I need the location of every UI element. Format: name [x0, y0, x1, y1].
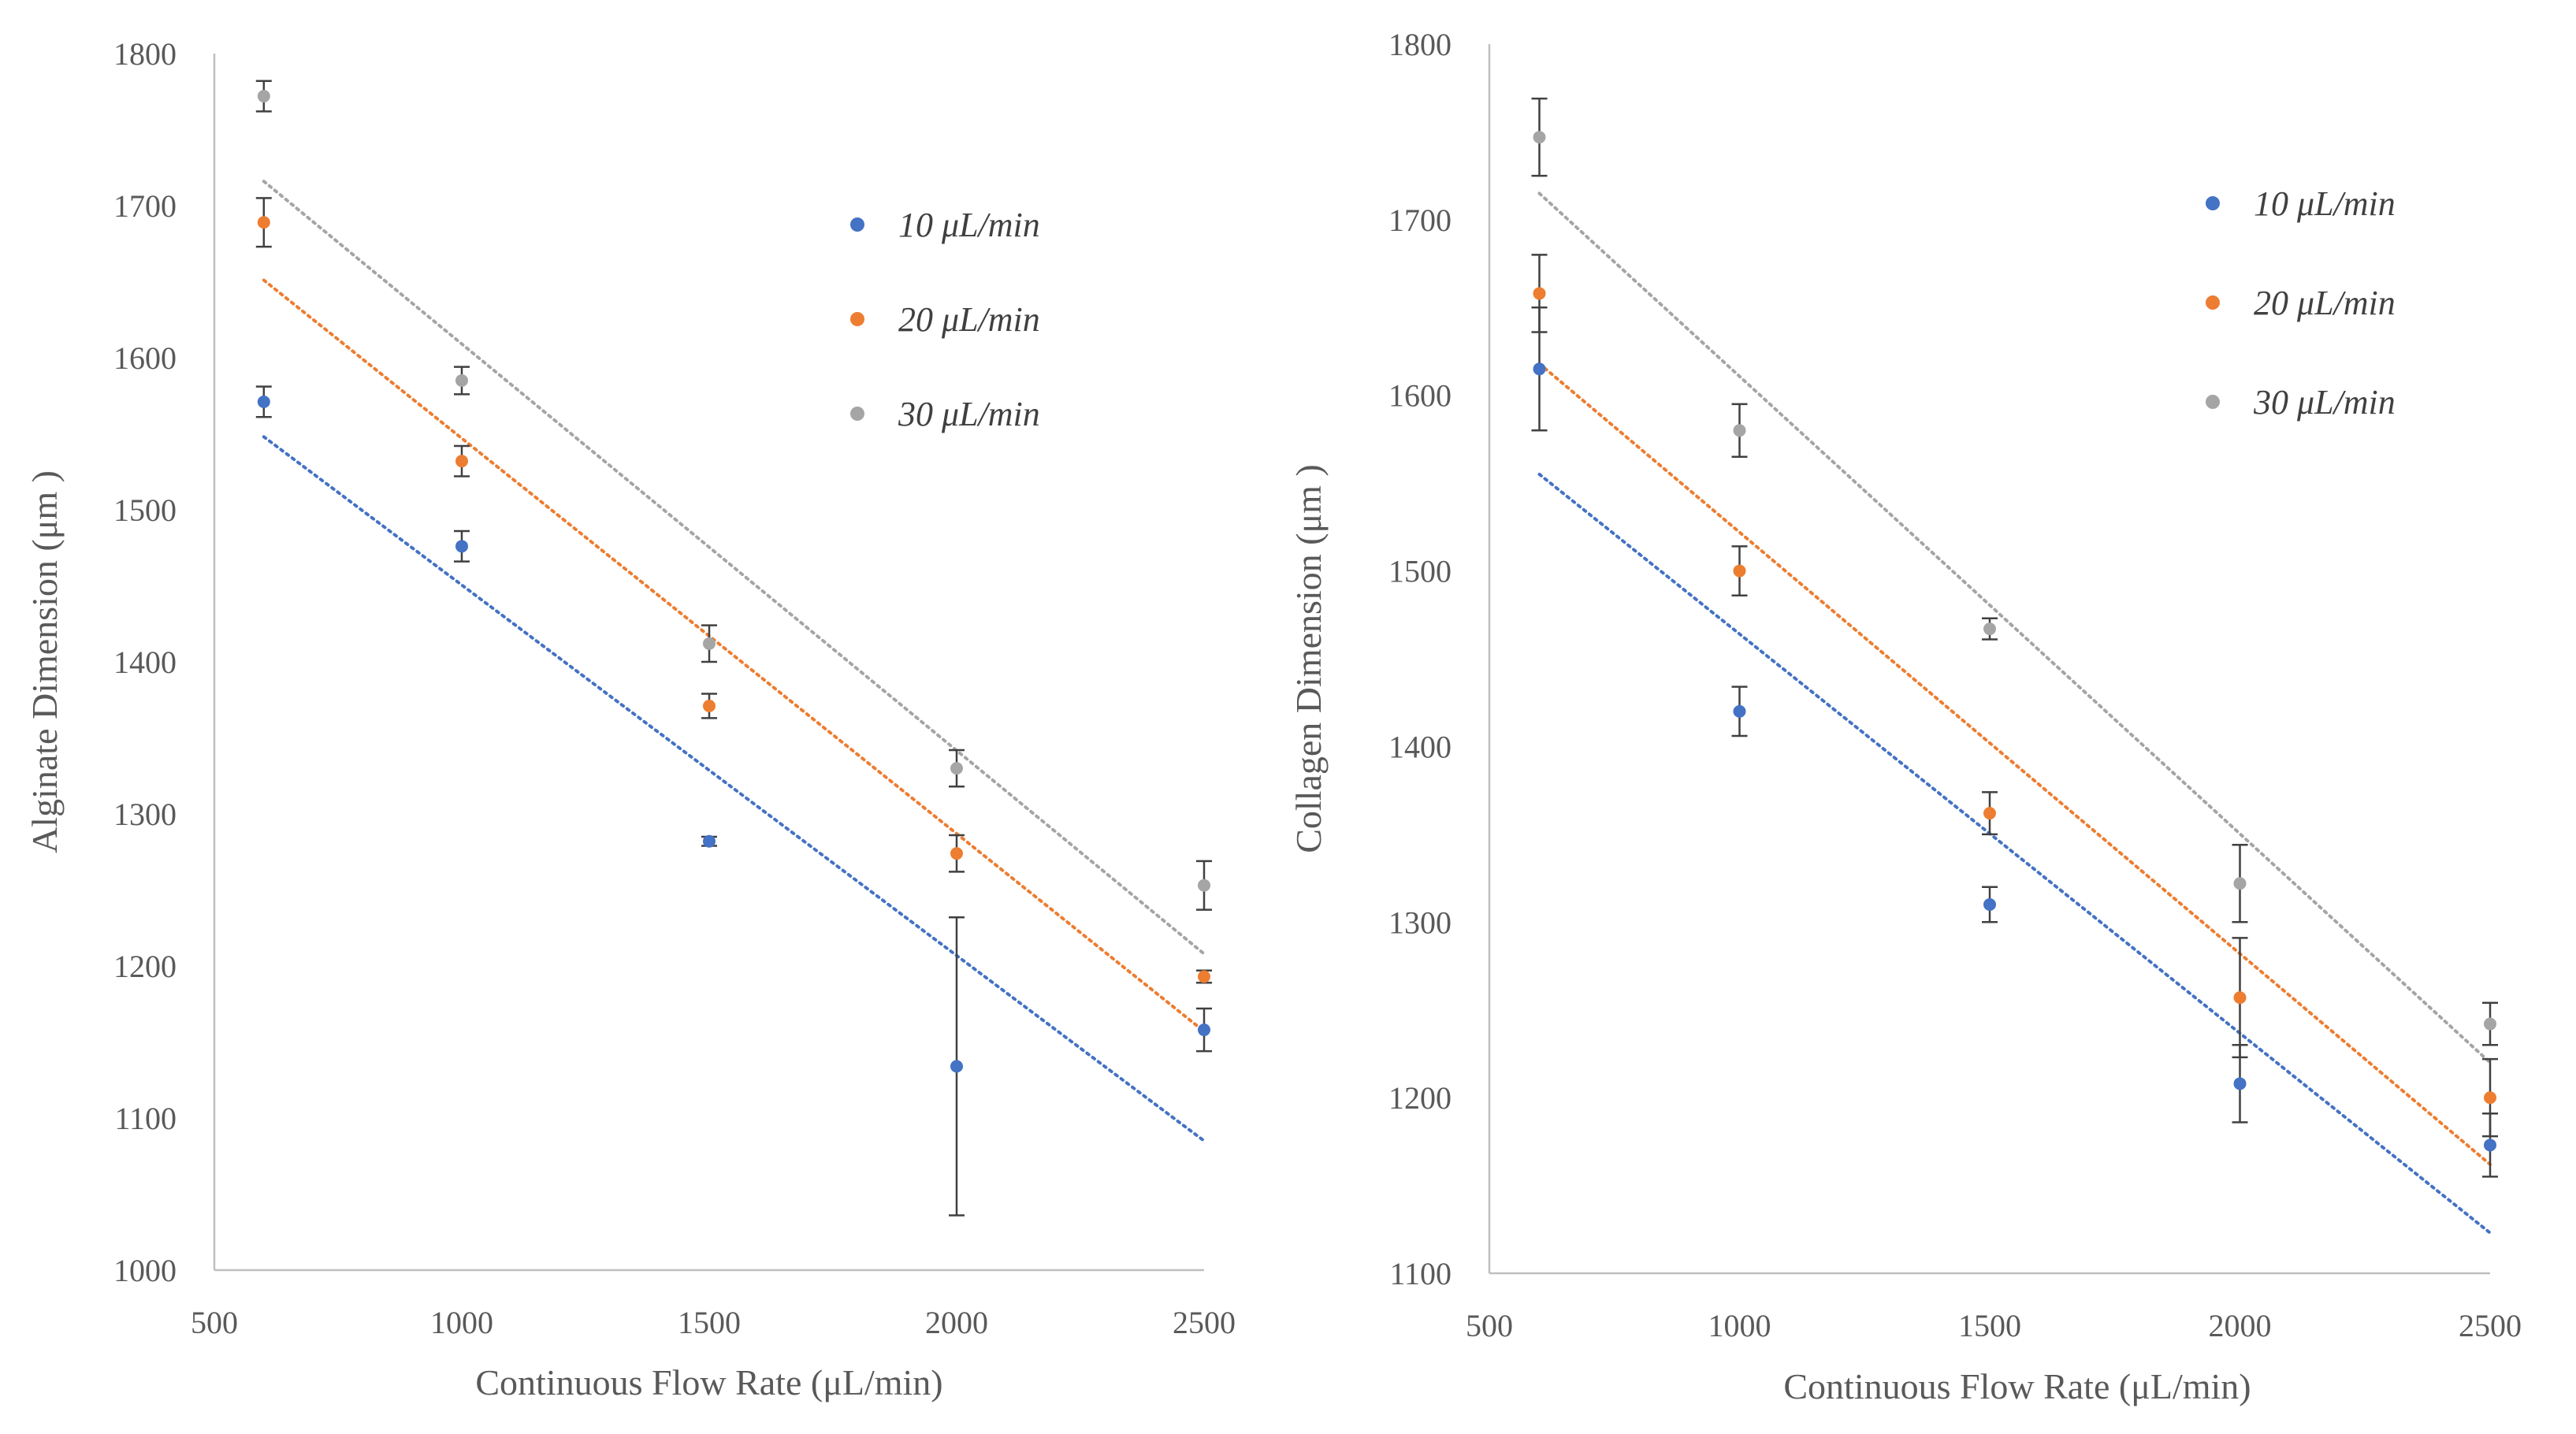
data-point-series-2 [455, 455, 468, 468]
x-tick-label: 1000 [430, 1305, 493, 1340]
trendline-series-2 [262, 278, 1206, 1033]
y-tick-label: 1000 [113, 1253, 177, 1288]
x-tick-label: 1500 [1958, 1308, 2021, 1343]
data-point-series-3 [1733, 424, 1746, 437]
y-tick-label: 1500 [113, 492, 177, 528]
legend-marker-series-3 [850, 407, 864, 421]
trendline-series-1 [1537, 473, 2492, 1235]
legend-marker-series-3 [2206, 395, 2220, 409]
legend-label-series-2: 20 μL/min [2254, 284, 2396, 322]
x-tick-label: 2000 [2209, 1308, 2272, 1343]
y-tick-label: 1700 [1388, 202, 1452, 238]
data-point-series-3 [1533, 131, 1546, 144]
data-point-series-1 [1198, 1023, 1210, 1037]
x-tick-label: 500 [191, 1305, 238, 1340]
legend-label-series-3: 30 μL/min [2253, 383, 2396, 422]
data-point-series-1 [950, 1060, 963, 1073]
data-point-series-3 [2233, 877, 2247, 890]
data-point-series-1 [703, 834, 716, 848]
data-point-series-3 [1983, 622, 1996, 636]
data-point-series-1 [1983, 898, 1996, 911]
legend-marker-series-1 [850, 217, 864, 232]
data-point-series-1 [2233, 1077, 2247, 1090]
data-point-series-1 [257, 395, 270, 408]
y-tick-label: 1300 [113, 797, 177, 832]
legend-label-series-3: 30 μL/min [898, 395, 1040, 433]
y-tick-label: 1300 [1388, 905, 1452, 940]
data-point-series-2 [257, 216, 270, 229]
data-point-series-2 [2233, 991, 2247, 1005]
data-point-series-1 [2484, 1139, 2496, 1152]
y-axis-title: Alginate Dimension (μm ) [24, 470, 65, 853]
legend-label-series-2: 20 μL/min [898, 300, 1040, 339]
data-point-series-3 [2484, 1017, 2496, 1031]
collagen-chart: 1100 1200 1300 1400 1500 1600 1700 1800 500 1000 1… [1288, 27, 2522, 1406]
legend-label-series-1: 10 μL/min [898, 206, 1040, 244]
data-point-series-3 [1198, 879, 1210, 892]
alginate-chart: 1000 1100 1200 1300 1400 1500 1600 1700 1800 500 1… [24, 36, 1236, 1402]
legend-marker-series-2 [2206, 295, 2220, 310]
trendline-series-3 [1537, 191, 2492, 1064]
trendline-series-3 [262, 180, 1206, 956]
legend-marker-series-2 [850, 312, 864, 326]
y-tick-label: 1600 [113, 340, 177, 376]
x-tick-label: 500 [1466, 1308, 1513, 1343]
trendline-series-2 [1537, 362, 2492, 1166]
y-tick-label: 1800 [1388, 27, 1452, 62]
y-tick-label: 1400 [1388, 729, 1452, 764]
x-tick-label: 2000 [925, 1305, 988, 1340]
x-tick-label: 2500 [2459, 1308, 2522, 1343]
y-tick-label: 1100 [1389, 1256, 1452, 1291]
y-tick-label: 1500 [1388, 554, 1452, 589]
x-tick-label: 1500 [678, 1305, 741, 1340]
y-tick-label: 1200 [1388, 1080, 1452, 1116]
data-point-series-3 [703, 637, 716, 650]
data-point-series-3 [950, 762, 963, 775]
legend-label-series-1: 10 μL/min [2254, 184, 2396, 223]
data-point-series-2 [1983, 807, 1996, 820]
trendline-series-1 [262, 435, 1206, 1142]
data-point-series-2 [703, 699, 716, 712]
x-tick-label: 1000 [1708, 1308, 1771, 1343]
x-tick-label: 2500 [1173, 1305, 1236, 1340]
data-point-series-2 [1533, 287, 1546, 300]
data-point-series-3 [257, 90, 270, 103]
x-axis-title: Continuous Flow Rate (μL/min) [1783, 1366, 2251, 1406]
y-tick-label: 1200 [113, 949, 177, 984]
data-point-series-1 [1733, 704, 1746, 718]
data-point-series-2 [1198, 970, 1210, 983]
y-axis-title: Collagen Dimension (μm ) [1288, 464, 1329, 853]
y-tick-label: 1400 [113, 645, 177, 680]
y-tick-label: 1800 [113, 36, 177, 72]
y-tick-label: 1100 [114, 1101, 177, 1136]
data-point-series-1 [455, 540, 468, 553]
data-point-series-3 [455, 373, 468, 387]
data-point-series-2 [950, 847, 963, 860]
x-axis-title: Continuous Flow Rate (μL/min) [475, 1362, 942, 1402]
y-tick-label: 1700 [113, 188, 177, 224]
legend-marker-series-1 [2206, 196, 2220, 210]
y-tick-label: 1600 [1388, 378, 1452, 414]
data-point-series-2 [1733, 564, 1746, 578]
data-point-series-2 [2484, 1091, 2496, 1105]
data-point-series-1 [1533, 362, 1546, 376]
